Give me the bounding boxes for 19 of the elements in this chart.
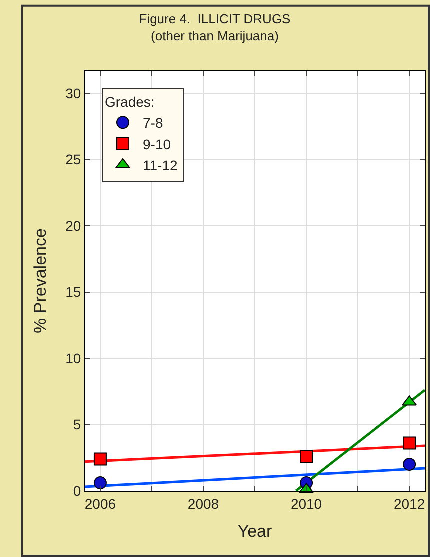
y-tick-label: 25 (66, 152, 82, 168)
chart-title: Figure 4. ILLICIT DRUGS (139, 11, 292, 26)
x-tick-label: 2006 (84, 496, 116, 512)
x-tick-label: 2010 (290, 496, 322, 512)
x-tick-label: 2012 (394, 496, 426, 512)
legend-label: 7-8 (143, 115, 164, 132)
y-tick-label: 10 (66, 350, 82, 366)
x-tick-label: 2008 (188, 496, 220, 512)
y-tick-label: 0 (73, 482, 82, 499)
chart-subtitle: (other than Marijuana) (151, 28, 279, 44)
legend-title: Grades: (105, 94, 155, 110)
legend-label: 9-10 (143, 136, 172, 152)
y-tick-label: 15 (66, 284, 82, 300)
y-tick-label: 30 (66, 85, 82, 102)
x-axis-title: Year (238, 522, 273, 542)
legend-label: 11-12 (143, 157, 178, 174)
y-axis-title: % Prevalence (31, 228, 50, 334)
y-tick-label: 20 (66, 218, 82, 234)
y-tick-label: 5 (73, 416, 82, 433)
